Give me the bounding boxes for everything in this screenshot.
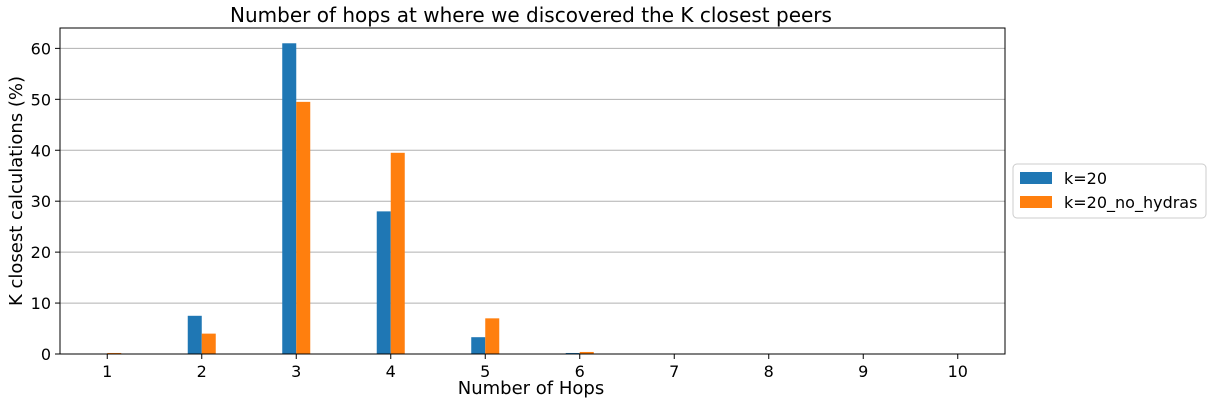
x-tick-label: 9 (858, 362, 868, 381)
x-tick-label: 6 (575, 362, 585, 381)
bar-k=20_no_hydras-1 (107, 352, 122, 354)
legend-swatch (1020, 196, 1052, 208)
bars (107, 43, 594, 354)
x-tick-label: 10 (948, 362, 968, 381)
y-tick-label: 30 (31, 192, 51, 211)
x-tick-label: 7 (669, 362, 679, 381)
gridlines (60, 47, 1005, 304)
x-tick-label: 4 (386, 362, 396, 381)
y-tick-label: 40 (31, 141, 51, 160)
y-tick-label: 60 (31, 39, 51, 58)
legend-label: k=20_no_hydras (1064, 193, 1197, 213)
bar-k=20_no_hydras-5 (485, 318, 500, 354)
legend-box (1012, 163, 1207, 219)
bar-k=20-4 (376, 211, 391, 354)
bar-k=20_no_hydras-4 (390, 152, 405, 354)
plot-frame (59, 27, 1006, 355)
x-tick-label: 2 (197, 362, 207, 381)
legend: k=20 k=20_no_hydras (1012, 163, 1207, 219)
bar-k=20_no_hydras-6 (579, 351, 594, 354)
x-tick-label: 3 (291, 362, 301, 381)
y-axis-label: K closest calculations (%) (6, 76, 27, 306)
bar-k=20_no_hydras-3 (296, 101, 311, 354)
legend-label: k=20 (1064, 169, 1107, 188)
y-tick-label: 10 (31, 294, 51, 313)
bar-k=20_no_hydras-2 (201, 333, 216, 354)
chart-title: Number of hops at where we discovered th… (230, 3, 832, 27)
y-axis-ticks: 0 10 20 30 40 50 60 (31, 39, 60, 364)
x-tick-label: 1 (102, 362, 112, 381)
legend-swatch (1020, 172, 1052, 184)
y-tick-label: 20 (31, 243, 51, 262)
x-tick-label: 8 (764, 362, 774, 381)
bar-k=20-5 (471, 337, 486, 354)
x-tick-label: 5 (480, 362, 490, 381)
bar-k=20-2 (187, 315, 202, 354)
x-axis-label: Number of Hops (458, 378, 604, 399)
bar-k=20-3 (282, 43, 297, 354)
bar-k=20-6 (565, 352, 580, 354)
y-tick-label: 0 (41, 345, 51, 364)
y-tick-label: 50 (31, 90, 51, 109)
x-axis-ticks: 1 2 3 4 5 6 7 8 9 10 (102, 354, 968, 381)
